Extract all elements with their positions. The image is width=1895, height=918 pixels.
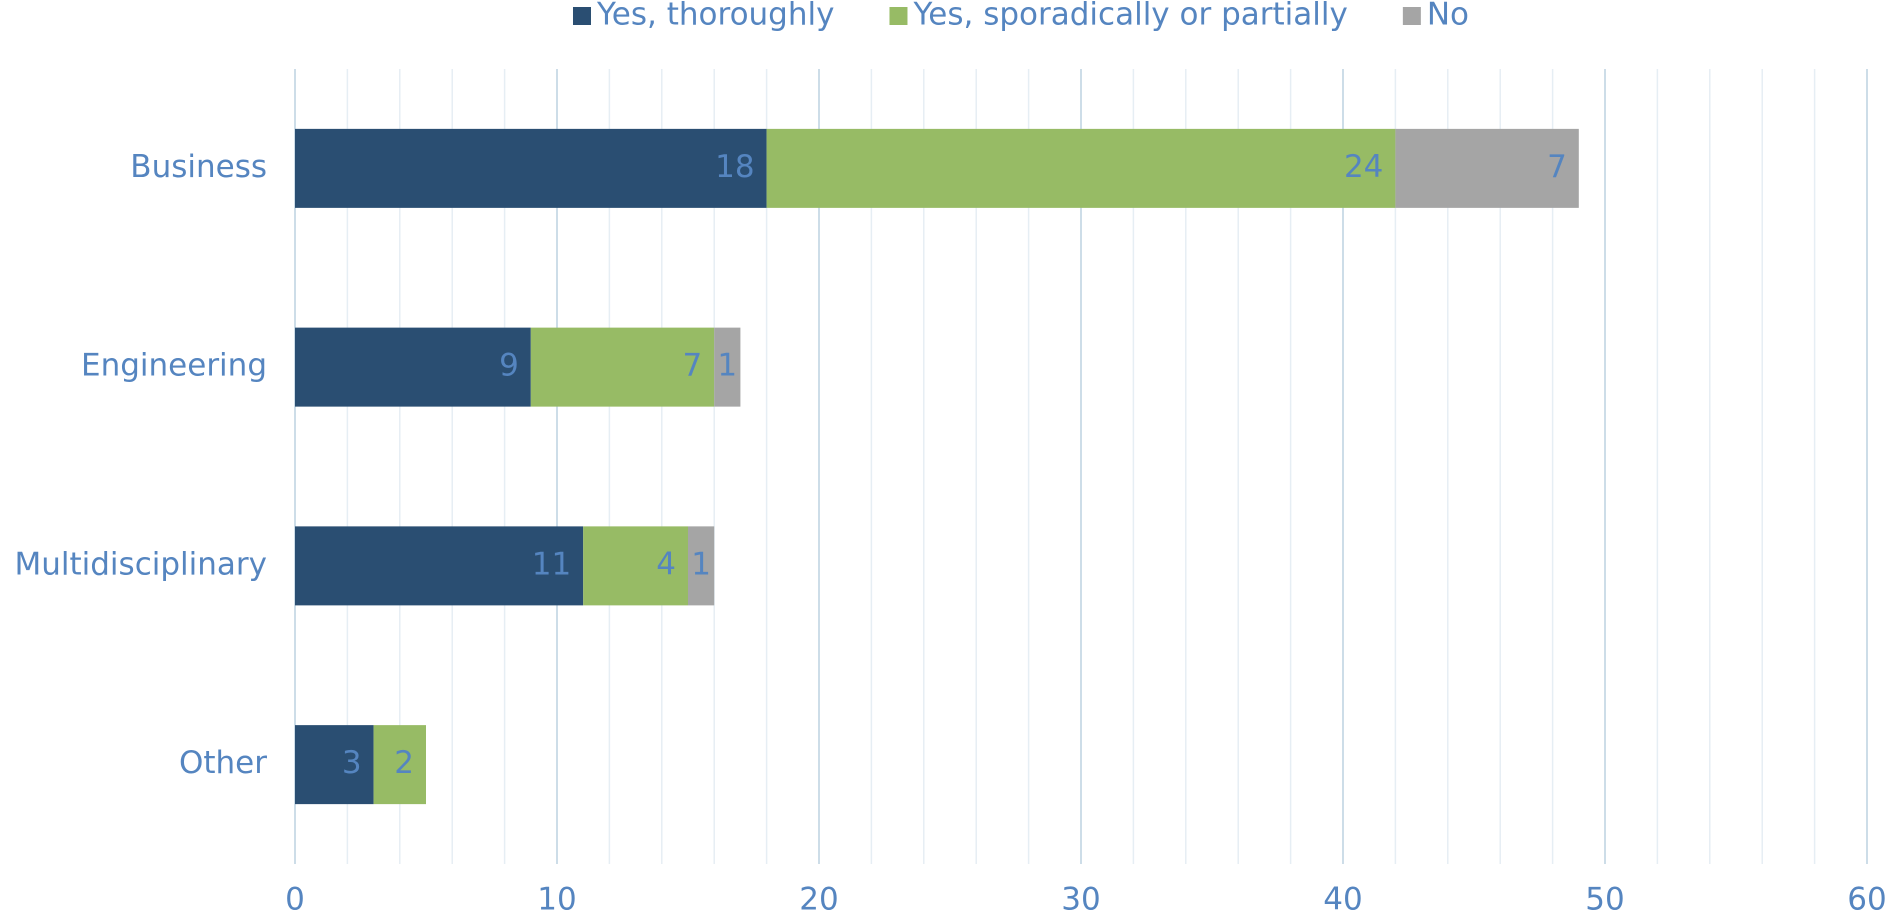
y-tick-label: Engineering xyxy=(81,348,267,384)
x-tick-label: 0 xyxy=(285,882,305,918)
data-label: 18 xyxy=(715,149,754,185)
bar-segment xyxy=(583,526,688,606)
legend-label: No xyxy=(1427,0,1469,33)
bar-segment xyxy=(766,128,1396,208)
bar-segment xyxy=(688,526,715,606)
data-label: 7 xyxy=(682,348,702,384)
x-tick-label: 40 xyxy=(1323,882,1362,918)
y-tick-label: Business xyxy=(130,149,267,185)
data-label: 2 xyxy=(394,745,414,781)
bar-segment xyxy=(295,526,584,606)
data-label: 9 xyxy=(499,348,519,384)
bar-segment xyxy=(295,128,767,208)
data-label: 1 xyxy=(691,546,711,582)
data-label: 4 xyxy=(656,546,676,582)
bar-segment xyxy=(530,327,715,407)
x-tick-label: 20 xyxy=(799,882,838,918)
data-label: 24 xyxy=(1344,149,1383,185)
data-label: 11 xyxy=(532,546,571,582)
bar-segment xyxy=(295,327,531,407)
legend-label: Yes, sporadically or partially xyxy=(912,0,1347,33)
bar-segment xyxy=(1395,128,1579,208)
legend-swatch xyxy=(1402,7,1421,25)
data-label: 1 xyxy=(717,348,737,384)
legend-label: Yes, thoroughly xyxy=(596,0,834,33)
x-tick-label: 10 xyxy=(537,882,576,918)
data-label: 7 xyxy=(1547,149,1567,185)
x-tick-label: 60 xyxy=(1847,882,1886,918)
data-label: 3 xyxy=(342,745,362,781)
bar-segment xyxy=(295,725,374,805)
legend-swatch xyxy=(889,7,908,25)
x-tick-label: 50 xyxy=(1585,882,1624,918)
bar-segment xyxy=(714,327,741,407)
legend-swatch xyxy=(572,7,591,25)
x-tick-label: 30 xyxy=(1061,882,1100,918)
bar-segment xyxy=(373,725,426,805)
y-tick-label: Other xyxy=(179,745,267,781)
y-tick-label: Multidisciplinary xyxy=(14,546,267,582)
